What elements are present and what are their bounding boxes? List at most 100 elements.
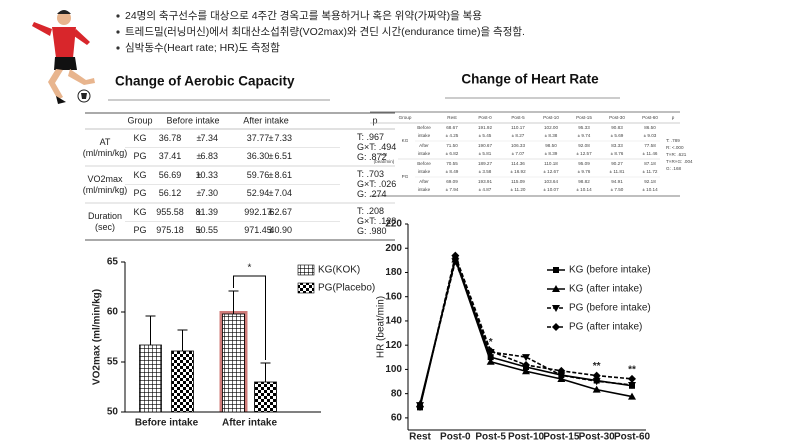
table-header: p — [672, 115, 675, 120]
table-cell: 50.55 — [195, 225, 218, 235]
x-tick-label: Post-30 — [579, 432, 616, 440]
mean-cell: 191.92 — [478, 125, 492, 130]
sd-cell: ± 11.46 — [643, 151, 658, 156]
x-tick-label: Post-60 — [614, 432, 651, 440]
table-header: Group — [127, 115, 152, 125]
legend-label: PG (after intake) — [569, 322, 642, 333]
mean-cell: 92.08 — [578, 143, 590, 148]
p-value: G×T: .494 — [357, 142, 396, 152]
bullet-dot — [116, 14, 120, 18]
table-cell: ± — [269, 207, 274, 217]
table-cell: KG — [133, 207, 146, 217]
mean-cell: 95.33 — [578, 125, 590, 130]
mean-cell: 70.55 — [446, 161, 458, 166]
mean-cell: 190.67 — [478, 143, 492, 148]
table-cell: 40.90 — [269, 225, 292, 235]
marker — [522, 354, 530, 362]
sd-cell: ± 6.82 — [446, 151, 459, 156]
mean-cell: 110.17 — [511, 125, 525, 130]
marker — [486, 347, 495, 356]
aerobic-title: Change of Aerobic Capacity — [115, 74, 295, 89]
table-cell: 10.33 — [195, 170, 218, 180]
table-header: Group — [399, 115, 412, 120]
table-cell: ± — [197, 170, 202, 180]
y-tick-label: 65 — [107, 257, 119, 268]
x-tick-label: Post-10 — [508, 432, 545, 440]
table-header: Post-0 — [478, 115, 492, 120]
group-label: KG — [402, 138, 409, 143]
bullet-dot — [116, 46, 120, 50]
sd-cell: ± 9.74 — [578, 133, 591, 138]
table-cell: 7.33 — [274, 133, 292, 143]
sub-label: After — [419, 143, 429, 148]
table-cell: 975.18 — [156, 225, 184, 235]
significance-bracket — [233, 275, 266, 360]
x-tick-label: Post-5 — [475, 432, 506, 440]
table-cell: 37.41 — [159, 151, 182, 161]
y-tick-label: 55 — [107, 357, 119, 368]
marker — [628, 392, 636, 400]
table-cell: 52.94 — [247, 188, 270, 198]
marker — [552, 323, 560, 331]
row-label: VO2max — [87, 174, 123, 184]
error-bar — [177, 329, 188, 351]
table-cell: 62.67 — [269, 207, 292, 217]
row-label: (sec) — [95, 222, 115, 232]
table-cell: PG — [133, 151, 146, 161]
table-header: Post-30 — [609, 115, 625, 120]
y-tick-label: 220 — [385, 219, 402, 230]
bullet-text: 트레드밀(러닝머신)에서 최대산소섭취량(VO2max)와 견딘 시간(endu… — [125, 26, 525, 38]
y-axis-label: VO2max (ml/min/kg) — [92, 289, 103, 385]
sd-cell: ± 8.27 — [512, 133, 525, 138]
table-cell: 37.77 — [247, 133, 270, 143]
sub-label: intake — [418, 187, 431, 192]
p-value: T×R×G: .004 — [666, 159, 693, 164]
sd-cell: ± 4.87 — [479, 187, 492, 192]
p-value: T: .967 — [357, 132, 384, 142]
p-value: T×R: .621 — [666, 152, 687, 157]
table-cell: KG — [133, 133, 146, 143]
sub-label: intake — [418, 133, 431, 138]
sd-cell: ± 3.58 — [479, 169, 492, 174]
marker — [416, 402, 424, 411]
mean-cell: 68.67 — [446, 125, 458, 130]
row-label: HR — [381, 152, 388, 157]
table-cell: ± — [269, 151, 274, 161]
table-cell: 6.51 — [274, 151, 292, 161]
table-cell: 7.30 — [200, 188, 218, 198]
x-tick-label: Rest — [409, 432, 431, 440]
sd-cell: ± 16.92 — [510, 169, 526, 174]
marker — [628, 374, 636, 383]
bar — [254, 381, 277, 413]
marker — [557, 366, 566, 375]
marker — [557, 372, 566, 380]
table-cell: KG — [133, 170, 146, 180]
y-tick-label: 60 — [391, 413, 403, 424]
p-value: G: .872 — [357, 152, 387, 162]
marker — [553, 267, 559, 273]
table-cell: ± — [197, 151, 202, 161]
mean-cell: 114.36 — [511, 161, 525, 166]
x-tick-label: After intake — [222, 418, 277, 429]
bullet-dot — [116, 30, 120, 34]
sub-label: Before — [417, 161, 431, 166]
mean-cell: 102.00 — [544, 125, 558, 130]
table-header: Before intake — [166, 115, 219, 125]
mean-cell: 92.18 — [644, 179, 656, 184]
sd-cell: ± 12.67 — [543, 169, 559, 174]
annotation: * — [248, 263, 252, 274]
mean-cell: 69.09 — [446, 179, 458, 184]
p-value: G: .274 — [357, 189, 387, 199]
row-label: Duration — [88, 211, 122, 221]
error-bar — [260, 362, 271, 382]
y-tick-label: 180 — [385, 267, 402, 278]
mean-cell: 193.91 — [478, 179, 492, 184]
mean-cell: 189.27 — [478, 161, 492, 166]
p-value: G: .168 — [666, 166, 682, 171]
sd-cell: ± 7.94 — [446, 187, 459, 192]
bullet-text: 24명의 축구선수를 대상으로 4주간 경옥고를 복용하거나 혹은 위약(가짜약… — [125, 9, 482, 22]
table-header: Post-60 — [642, 115, 658, 120]
y-tick-label: 140 — [385, 316, 402, 327]
sd-cell: ± 12.57 — [576, 151, 592, 156]
